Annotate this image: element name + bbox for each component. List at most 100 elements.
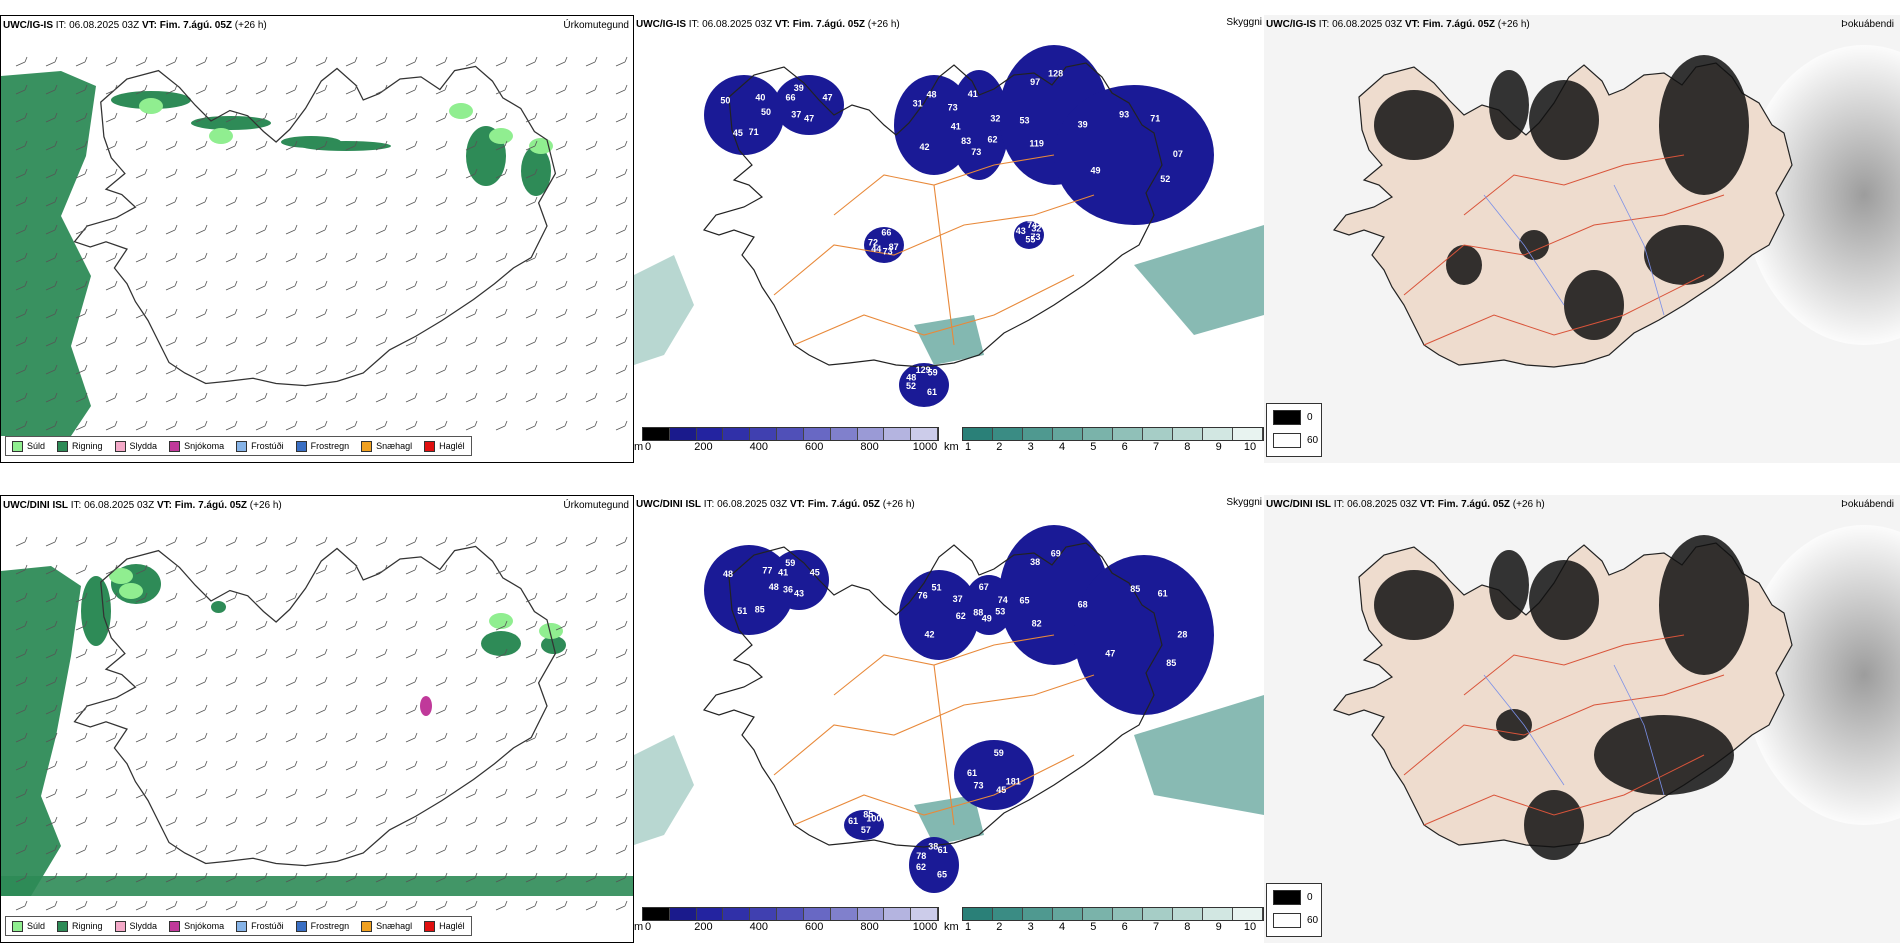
cloudbase-value: 40 (755, 92, 765, 102)
cloudbase-value: 45 (733, 128, 743, 138)
legend-swatch (236, 920, 248, 932)
cloudbase-value: 57 (861, 825, 871, 835)
legend-label: Rigning (72, 921, 103, 931)
colorbar-tick: 3 (1027, 441, 1034, 453)
cloudbase-value: 41 (778, 568, 788, 578)
colorbar-tick: 1000 (912, 441, 938, 453)
colorbar-tick: 400 (749, 441, 768, 453)
colorbar-tick: 1 (964, 441, 972, 453)
legend-item: Rigning (57, 920, 103, 932)
legend-swatch (114, 920, 126, 932)
panel-header: UWC/IG-IS IT: 06.08.2025 03Z VT: Fim. 7.… (1266, 19, 1530, 30)
legend-label: Súld (27, 441, 46, 451)
legend-item: Snjókoma (169, 440, 224, 452)
cloudbase-value: 129 (916, 365, 931, 375)
colorbar-tick: 8 (1184, 441, 1191, 453)
cloudbase-value: 73 (948, 102, 958, 112)
colorbar-tick: 7 (1152, 441, 1160, 453)
cloudbase-value: 59 (785, 558, 795, 568)
cloudbase-value: 73 (973, 781, 983, 791)
cloudbase-value: 59 (994, 748, 1004, 758)
cloudbase-value: 76 (918, 591, 928, 601)
legend-item: Súld (12, 440, 46, 452)
iceland-outline (702, 542, 1163, 848)
legend-label: Frostúði (251, 921, 284, 931)
precip-legend: Súld Rigning Slydda Snjókoma Frostúði Frostre… (5, 916, 472, 936)
cloudbase-value: 88 (973, 607, 983, 617)
colorbar-tick: 400 (749, 921, 768, 933)
wind-barbs (15, 536, 628, 911)
cloudbase-value: 181 (1006, 776, 1021, 786)
visibility-layer (634, 225, 1264, 365)
cloudbase-value: 73 (883, 246, 893, 256)
legend-swatch (12, 920, 23, 932)
colorbar-tick: 7 (1152, 921, 1160, 933)
colorbar-tick: 1000 (912, 921, 938, 933)
rivers-roads (1403, 154, 1725, 346)
legend-item: Haglél (424, 920, 465, 932)
cloudbase-value: 47 (822, 92, 832, 102)
colorbar-tick: 4 (1058, 921, 1066, 933)
colorbar-tick: 10 (1243, 441, 1257, 453)
cloudbase-value: 61 (1158, 589, 1168, 599)
cloudbase-value: 61 (927, 387, 937, 397)
cloudbase-value: 51 (931, 582, 941, 592)
cloudbase-panel-2: 48 36 51 53 65 61 45 78 100 51 59 62 88 69 85 61 61 57 48 4… (634, 495, 1264, 943)
colorbar-tick: 6 (1121, 441, 1128, 453)
fog-map (1264, 15, 1900, 463)
cloudbase-value: 39 (794, 83, 804, 93)
fog-legend: 0 60 (1266, 403, 1322, 457)
legend-item: Frostregn (295, 440, 349, 452)
legend-swatch (424, 920, 436, 932)
legend-label: Súld (27, 921, 46, 931)
cloudbase-value: 37 (791, 109, 801, 119)
legend-label: Snæhagl (376, 921, 413, 931)
cloudbase-value: 52 (1160, 174, 1170, 184)
cloudbase-value: 43 (794, 589, 804, 599)
cloudbase-value: 39 (1078, 120, 1088, 130)
legend-item: Slydda (114, 920, 158, 932)
legend-item: Slydda (114, 440, 157, 452)
cloudbase-value: 42 (919, 142, 929, 152)
cloudbase-value: 85 (863, 809, 873, 819)
cloudbase-value: 73 (971, 147, 981, 157)
colorbar-tick: 200 (694, 921, 713, 933)
legend-item: Frostregn (295, 920, 349, 932)
cloudbase-value: 45 (996, 785, 1006, 795)
colorbar-swatches (962, 907, 1264, 921)
legend-swatch (114, 440, 126, 452)
colorbar-tick: 10 (1243, 921, 1257, 933)
legend-swatch (169, 920, 181, 932)
cloudbase-value: 73 (1030, 232, 1040, 242)
cloudbase-value: 65 (937, 870, 947, 880)
panel-header: UWC/DINI ISL IT: 06.08.2025 03Z VT: Fim.… (3, 500, 282, 511)
cloudbase-value: 59 (928, 368, 938, 378)
cloudbase-value: 38 (928, 842, 938, 852)
cloudbase-value: 61 (938, 845, 948, 855)
legend-item: Snjókoma (169, 920, 224, 932)
cloudbase-layer (704, 45, 1214, 407)
cloudbase-value: 77 (762, 566, 772, 576)
rivers-roads (1403, 634, 1725, 826)
cloudbase-value: 45 (810, 567, 820, 577)
cloudbase-value: 49 (982, 613, 992, 623)
legend-swatch (12, 440, 23, 452)
colorbar-tick: 1 (964, 921, 972, 933)
cloudbase-value: 44 (871, 244, 881, 254)
cloudbase-value: 42 (924, 629, 934, 639)
colorbar-unit: m (634, 441, 644, 453)
legend-label: Slydda (129, 921, 158, 931)
cloudbase-value: 31 (913, 99, 923, 109)
fog-legend: 0 60 (1266, 883, 1322, 937)
colorbar-tick: 9 (1215, 441, 1222, 453)
precip-map (1, 16, 633, 462)
colorbar-tick: 4 (1058, 441, 1066, 453)
colorbar-unit: m (634, 921, 644, 933)
legend-swatch (295, 920, 307, 932)
colorbar-tick: 8 (1184, 921, 1191, 933)
cloudbase-value: 87 (889, 242, 899, 252)
cloudbase-value: 48 (723, 569, 733, 579)
cloudbase-value: 47 (804, 114, 814, 124)
legend-swatch (169, 440, 181, 452)
